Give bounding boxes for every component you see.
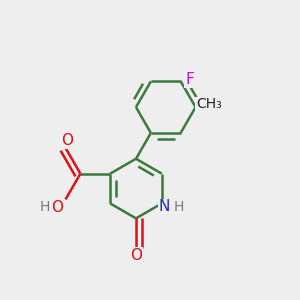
- Text: CH₃: CH₃: [196, 98, 222, 111]
- Text: O: O: [61, 133, 73, 148]
- Text: F: F: [185, 72, 194, 87]
- Text: H: H: [173, 200, 184, 214]
- Text: H: H: [39, 200, 50, 214]
- Text: N: N: [159, 200, 170, 214]
- Text: O: O: [51, 200, 63, 215]
- Text: O: O: [130, 248, 142, 263]
